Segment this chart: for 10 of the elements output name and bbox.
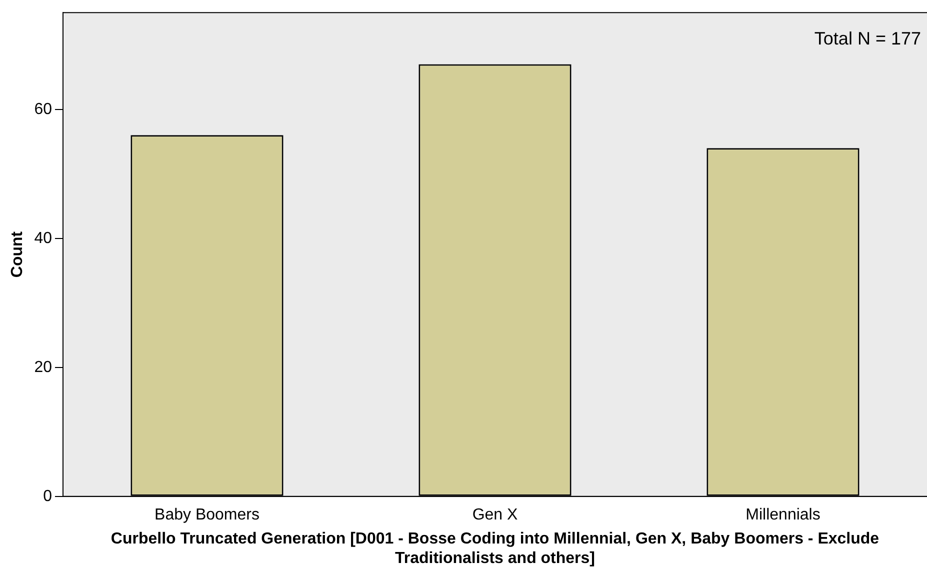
y-tick-label: 40 — [34, 230, 52, 247]
x-tick-label: Baby Boomers — [154, 506, 260, 524]
y-tick-label: 20 — [34, 358, 52, 376]
x-tick-label: Millennials — [746, 506, 820, 524]
y-axis-title: Count — [9, 230, 26, 278]
y-tick-label: 60 — [34, 100, 52, 118]
x-axis-title: Curbello Truncated Generation [D001 - Bosse Coding into Millennial, Gen X, Baby Boomers - Exclude Traditionalists and others] — [110, 530, 880, 567]
y-tick-label: 0 — [43, 488, 52, 505]
annotation: Total N = 177 — [814, 28, 921, 49]
x-tick-label: Gen X — [472, 506, 518, 524]
